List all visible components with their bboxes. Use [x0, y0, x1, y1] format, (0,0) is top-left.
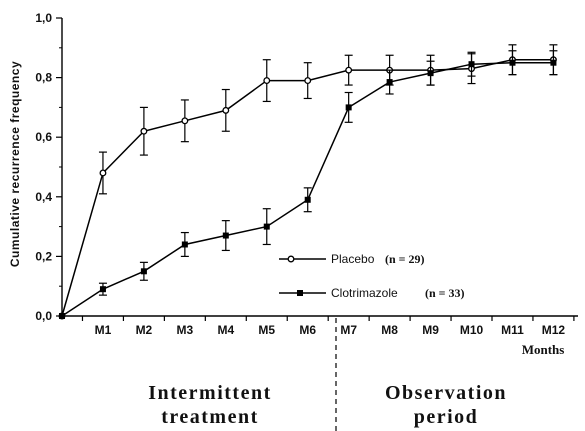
- series-layer: [58, 44, 558, 320]
- data-point-placebo: [181, 117, 189, 125]
- series-clotrimazole: [59, 50, 558, 319]
- x-tick-label: M11: [501, 323, 524, 337]
- legend-label-clotrimazole: Clotrimazole: [331, 286, 398, 300]
- data-point-clotrimazole: [427, 70, 434, 77]
- y-tick-label: 0,4: [35, 190, 52, 204]
- x-tick-label: M4: [217, 323, 234, 337]
- data-point-clotrimazole: [386, 79, 393, 86]
- data-point-clotrimazole: [59, 313, 65, 319]
- period-label-observation-line1: Observation: [385, 382, 507, 404]
- y-tick-label: 0,6: [35, 130, 52, 144]
- y-tick-label: 0,8: [35, 71, 52, 85]
- x-tick-label: M3: [177, 323, 194, 337]
- x-tick-label: M8: [381, 323, 398, 337]
- legend-n-clotrimazole: (n = 33): [425, 286, 465, 300]
- x-axis-ticks: M1 M2 M3 M4 M5 M6 M7 M8 M9 M10 M11 M12: [81, 316, 575, 337]
- data-point-clotrimazole: [304, 196, 311, 203]
- data-point-placebo: [140, 127, 148, 135]
- data-point-placebo: [99, 169, 107, 177]
- data-point-clotrimazole: [550, 59, 557, 66]
- x-tick-label: M5: [258, 323, 275, 337]
- legend-n-placebo: (n = 29): [385, 252, 425, 266]
- legend-marker-clotrimazole: [297, 290, 303, 296]
- period-label-treatment-line2: treatment: [161, 406, 259, 428]
- data-point-placebo: [222, 106, 230, 114]
- period-label-observation-line2: period: [414, 406, 479, 428]
- data-point-placebo: [345, 66, 353, 74]
- x-tick-label: M6: [299, 323, 316, 337]
- x-tick-label: M2: [136, 323, 153, 337]
- data-point-clotrimazole: [222, 232, 229, 239]
- data-point-clotrimazole: [181, 241, 188, 248]
- x-tick-label: M12: [542, 323, 566, 337]
- data-point-placebo: [263, 77, 271, 85]
- data-point-clotrimazole: [468, 61, 475, 68]
- legend: Placebo (n = 29) Clotrimazole (n = 33): [279, 252, 465, 300]
- data-point-clotrimazole: [99, 286, 106, 293]
- data-point-clotrimazole: [345, 104, 352, 111]
- data-point-clotrimazole: [263, 223, 270, 230]
- period-label-treatment-line1: Intermittent: [148, 382, 272, 404]
- y-tick-label: 1,0: [35, 11, 52, 25]
- series-placebo: [58, 44, 558, 320]
- data-point-clotrimazole: [140, 268, 147, 275]
- y-tick-label: 0,2: [35, 249, 52, 263]
- y-axis-ticks: 0,0 0,2 0,4 0,6 0,8 1,0: [35, 11, 62, 323]
- x-tick-label: M1: [95, 323, 112, 337]
- x-tick-label: M9: [422, 323, 439, 337]
- x-tick-label: M7: [340, 323, 357, 337]
- legend-label-placebo: Placebo: [331, 252, 375, 266]
- y-tick-label: 0,0: [35, 309, 52, 323]
- data-point-placebo: [304, 77, 312, 85]
- x-tick-label: M10: [460, 323, 484, 337]
- y-axis-label: Cumulative recurrence frequency: [8, 61, 22, 267]
- legend-marker-placebo: [287, 255, 295, 263]
- data-point-clotrimazole: [509, 59, 516, 66]
- x-unit-label: Months: [522, 342, 565, 357]
